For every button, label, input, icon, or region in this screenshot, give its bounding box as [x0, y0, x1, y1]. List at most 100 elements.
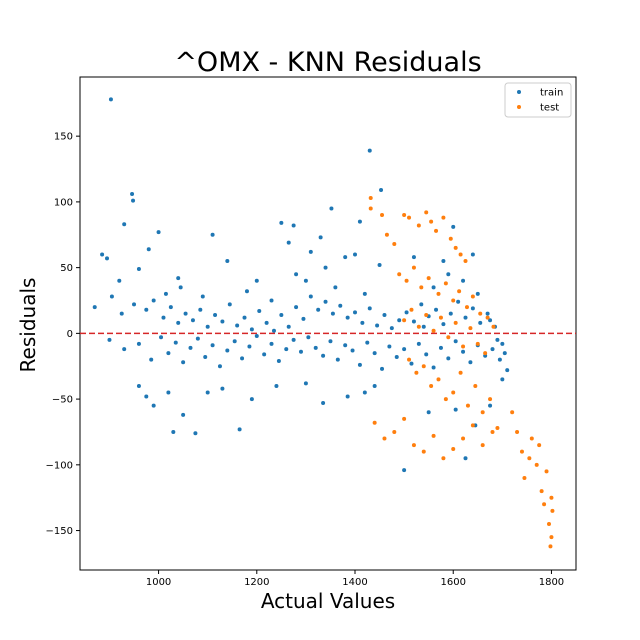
x-tick-label: 1000 [146, 577, 171, 588]
test-point [421, 449, 426, 454]
train-point [144, 307, 149, 312]
train-point [431, 285, 436, 290]
train-point [163, 291, 168, 296]
test-point [461, 436, 466, 441]
train-point [367, 148, 372, 153]
train-point [411, 255, 416, 260]
train-point [254, 278, 259, 283]
test-point [392, 429, 397, 434]
test-point [550, 508, 555, 513]
train-point [497, 357, 502, 362]
train-point [377, 262, 382, 267]
train-point [291, 337, 296, 342]
train-point [502, 351, 507, 356]
train-point [257, 309, 262, 314]
test-point [546, 521, 551, 526]
train-point [360, 320, 365, 325]
test-point [478, 311, 483, 316]
axis-ticks: 1000 1200 1400 1600 1800 −150 −100 −50 0 50 100 150 [46, 132, 565, 588]
train-point [188, 345, 193, 350]
train-point [323, 265, 328, 270]
train-point [178, 285, 183, 290]
train-point [372, 351, 377, 356]
train-point [274, 383, 279, 388]
x-tick-label: 1600 [441, 577, 466, 588]
train-point [345, 394, 350, 399]
x-tick-label: 1800 [539, 577, 564, 588]
test-point [402, 416, 407, 421]
train-point [205, 390, 210, 395]
train-point [279, 312, 284, 317]
train-point [485, 311, 490, 316]
test-point [409, 307, 414, 312]
train-point [284, 347, 289, 352]
test-point [475, 341, 480, 346]
test-point [438, 315, 443, 320]
test-point [453, 320, 458, 325]
test-point [380, 213, 385, 218]
train-point [271, 328, 276, 333]
y-axis-title: Residuals [16, 278, 40, 373]
train-point [286, 324, 291, 329]
test-point [510, 410, 515, 415]
train-point [306, 335, 311, 340]
train-point [470, 306, 475, 311]
train-point [488, 403, 493, 408]
test-point [491, 324, 496, 329]
test-point [458, 252, 463, 257]
train-point [505, 368, 510, 373]
test-point [548, 544, 553, 549]
train-point [402, 347, 407, 352]
train-point [161, 315, 166, 320]
test-point [431, 433, 436, 438]
train-point [264, 320, 269, 325]
train-point [397, 318, 402, 323]
train-point [220, 386, 225, 391]
train-point [136, 341, 141, 346]
train-point [227, 302, 232, 307]
train-point [411, 319, 416, 324]
test-point [441, 456, 446, 461]
train-point [193, 431, 198, 436]
train-point [303, 381, 308, 386]
train-point [92, 305, 97, 310]
train-point [294, 305, 299, 310]
test-point [436, 291, 441, 296]
test-point [522, 475, 527, 480]
test-point [419, 285, 424, 290]
train-point [200, 294, 205, 299]
train-point [438, 345, 443, 350]
test-point [414, 370, 419, 375]
test-point [549, 495, 554, 500]
test-point [448, 236, 453, 241]
train-point [159, 335, 164, 340]
train-point [321, 353, 326, 358]
y-tick-label: −100 [46, 460, 73, 471]
train-point [495, 337, 500, 342]
train-point [235, 323, 240, 328]
train-point [446, 272, 451, 277]
test-point [473, 383, 478, 388]
train-point [468, 360, 473, 365]
train-point [119, 311, 124, 316]
train-point [500, 341, 505, 346]
train-point [168, 305, 173, 310]
test-point [480, 443, 485, 448]
train-point [220, 319, 225, 324]
train-point [426, 410, 431, 415]
train-point [365, 340, 370, 345]
train-point [198, 307, 203, 312]
legend-test-label: test [540, 103, 559, 114]
y-tick-label: 0 [67, 329, 73, 340]
train-point [461, 349, 466, 354]
test-point [443, 397, 448, 402]
test-point [411, 443, 416, 448]
train-point [190, 318, 195, 323]
train-point [166, 351, 171, 356]
train-point [166, 390, 171, 395]
train-point [100, 252, 105, 257]
train-point [424, 352, 429, 357]
train-point [298, 349, 303, 354]
train-point [394, 355, 399, 360]
test-point [424, 210, 429, 215]
